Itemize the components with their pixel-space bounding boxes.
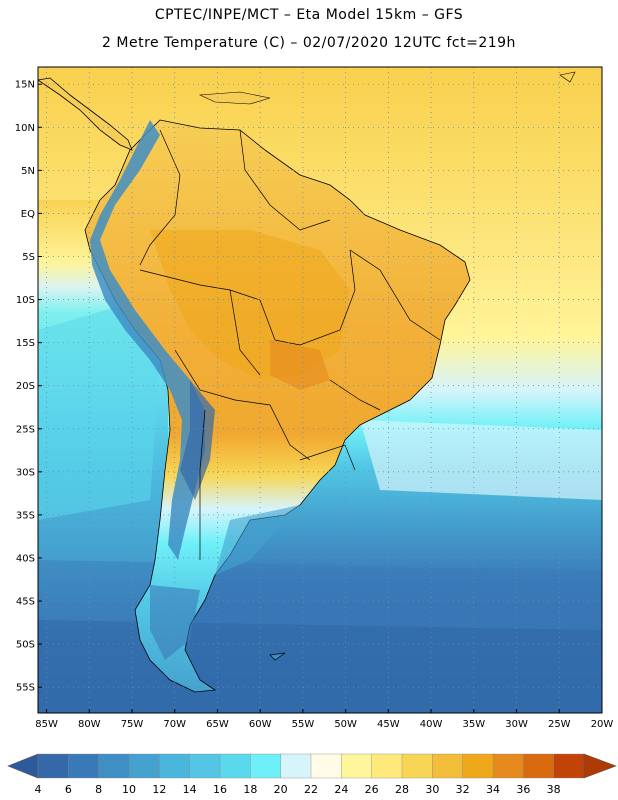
colorbar-label: 26 xyxy=(365,783,379,796)
colorbar-swatch xyxy=(219,753,251,779)
lat-label: 20S xyxy=(16,381,35,392)
colorbar-swatch xyxy=(159,753,191,779)
colorbar-label: 20 xyxy=(274,783,288,796)
graticule xyxy=(38,67,602,713)
lon-label: 60W xyxy=(249,719,272,730)
lat-label: 10S xyxy=(16,295,35,306)
colorbar-label: 36 xyxy=(516,783,530,796)
colorbar-swatch xyxy=(250,753,282,779)
lat-label: 10N xyxy=(15,123,35,134)
lon-label: 55W xyxy=(292,719,315,730)
colorbar-swatch xyxy=(492,753,524,779)
lat-label: EQ xyxy=(21,209,35,220)
lon-label: 40W xyxy=(420,719,443,730)
colorbar-swatch xyxy=(462,753,494,779)
colorbar-label: 30 xyxy=(425,783,439,796)
map-title: CPTEC/INPE/MCT – Eta Model 15km – GFS xyxy=(154,7,464,23)
lat-label: 15N xyxy=(15,80,35,91)
colorbar-swatch xyxy=(68,753,100,779)
colorbar-high-arrow xyxy=(583,753,617,779)
lat-label: 35S xyxy=(16,510,35,521)
colorbar-label: 12 xyxy=(152,783,166,796)
lat-label: 5N xyxy=(21,166,35,177)
colorbar-label: 8 xyxy=(95,783,102,796)
lon-label: 50W xyxy=(334,719,357,730)
lon-label: 25W xyxy=(548,719,571,730)
lat-label: 30S xyxy=(16,467,35,478)
colorbar-swatch xyxy=(432,753,464,779)
lat-label: 55S xyxy=(16,683,35,694)
colorbar-label: 38 xyxy=(547,783,561,796)
colorbar-label: 28 xyxy=(395,783,409,796)
lat-label: 5S xyxy=(22,252,35,263)
lon-label: 35W xyxy=(463,719,486,730)
colorbar-label: 22 xyxy=(304,783,318,796)
lat-label: 15S xyxy=(16,338,35,349)
colorbar-label: 10 xyxy=(122,783,136,796)
colorbar-swatch xyxy=(37,753,69,779)
lon-label: 30W xyxy=(505,719,528,730)
colorbar-swatch xyxy=(553,753,585,779)
colorbar-swatch xyxy=(341,753,373,779)
country-borders xyxy=(139,129,441,560)
colorbar-label: 18 xyxy=(243,783,257,796)
colorbar-swatch xyxy=(280,753,312,779)
colorbar-swatch xyxy=(523,753,555,779)
map-subtitle: 2 Metre Temperature (C) – 02/07/2020 12U… xyxy=(102,35,516,51)
lat-label: 45S xyxy=(16,597,35,608)
lon-label: 80W xyxy=(78,719,101,730)
lat-label: 40S xyxy=(16,553,35,564)
lon-label: 45W xyxy=(377,719,400,730)
colorbar-swatch xyxy=(310,753,342,779)
colorbar-swatch xyxy=(371,753,403,779)
lon-label: 85W xyxy=(35,719,58,730)
colorbar-label: 24 xyxy=(334,783,348,796)
colorbar-label: 6 xyxy=(65,783,72,796)
colorbar-label: 34 xyxy=(486,783,500,796)
lon-label: 20W xyxy=(591,719,614,730)
colorbar-swatch xyxy=(401,753,433,779)
colorbar-swatch xyxy=(189,753,221,779)
colorbar-label: 32 xyxy=(456,783,470,796)
lat-label: 25S xyxy=(16,424,35,435)
longitude-axis: 85W 80W 75W 70W 65W 60W 55W 50W 45W 40W 35W 30W 25W 2… xyxy=(35,709,613,730)
lon-label: 65W xyxy=(206,719,229,730)
map-frame xyxy=(37,66,603,714)
lat-label: 50S xyxy=(16,640,35,651)
lon-label: 70W xyxy=(163,719,186,730)
colorbar: 4 6 8 10 12 14 16 18 20 22 24 26 28 30 32 34 36 38 xyxy=(7,753,617,796)
latitude-axis: 15N 10N 5N EQ 5S 10S 15S 20S 25S 30S 35S 40S 45S 50S 5… xyxy=(15,80,42,694)
colorbar-label: 16 xyxy=(213,783,227,796)
colorbar-swatch xyxy=(98,753,130,779)
colorbar-label: 4 xyxy=(35,783,42,796)
central-america xyxy=(38,71,576,661)
lon-label: 75W xyxy=(121,719,144,730)
colorbar-label: 14 xyxy=(183,783,197,796)
colorbar-swatch xyxy=(128,753,160,779)
colorbar-low-arrow xyxy=(7,753,39,779)
